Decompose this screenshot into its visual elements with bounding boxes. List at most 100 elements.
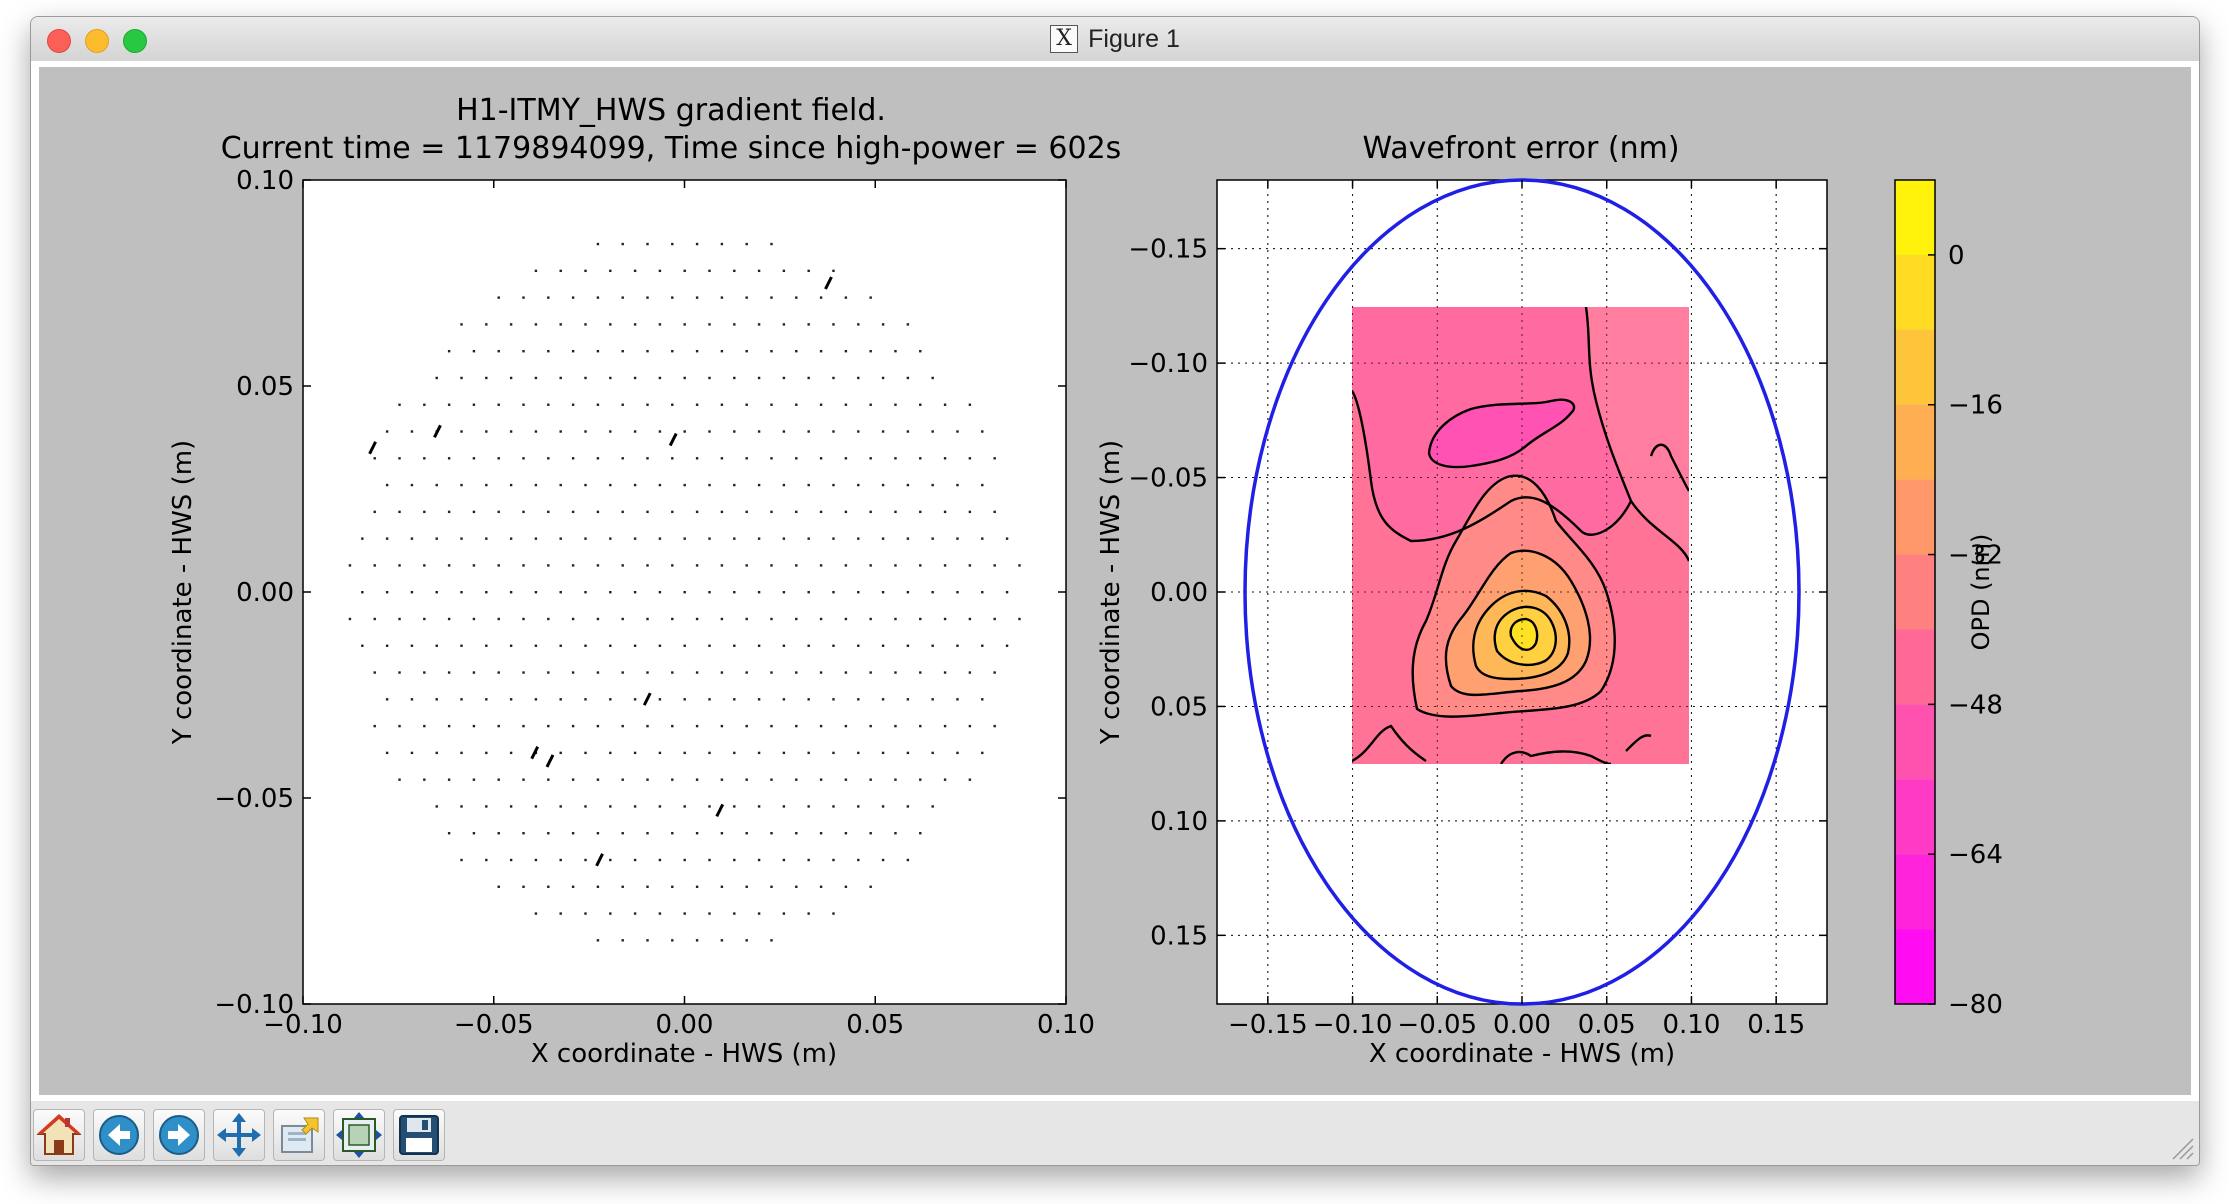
right-x-tick-label: −0.15 [1228,1010,1308,1040]
colorbar-band [1895,254,1935,330]
gradient-dot [633,269,637,273]
gradient-dot [745,724,748,728]
gradient-dot [720,349,724,353]
gradient-dot [906,376,910,380]
gradient-dot [906,591,910,594]
gradient-dot [832,323,835,326]
gradient-dot [795,832,798,835]
subplots-button[interactable] [333,1109,385,1161]
gradient-dot [720,778,724,781]
zoom-window-button[interactable] [123,29,147,53]
gradient-dot [410,698,414,701]
colorbar-tick-label: −80 [1948,990,2003,1020]
left-y-tick-label: 0.05 [236,372,294,402]
minimize-window-button[interactable] [85,29,109,53]
gradient-dot [485,805,488,808]
gradient-dot [906,805,910,808]
gradient-dot [919,510,922,514]
left-title-line2: Current time = 1179894099, Time since hi… [221,131,1122,166]
gradient-dot [733,430,736,433]
zoom-button[interactable] [273,1109,325,1161]
forward-button[interactable] [153,1109,205,1161]
gradient-dot [373,617,376,621]
gradient-dot [621,885,624,888]
gradient-dot [720,671,724,674]
resize-grip-icon[interactable] [2169,1135,2195,1161]
pan-move-icon [217,1113,261,1157]
gradient-dot [720,242,724,246]
gradient-arrow [530,746,540,760]
figure-canvas[interactable]: H1-ITMY_HWS gradient field. Current time… [31,61,2199,1101]
gradient-arrow [668,432,678,447]
gradient-dot [906,644,910,647]
gradient-dot [497,885,500,888]
gradient-dot [869,885,872,888]
gradient-dot [832,912,835,915]
gradient-arrow [642,692,652,706]
gradient-dot [646,457,649,460]
back-arrow-icon [99,1115,139,1155]
gradient-dot [968,778,972,781]
gradient-dot [807,698,810,701]
close-window-button[interactable] [47,29,71,53]
gradient-dot [435,376,438,380]
gradient-dot [658,323,662,326]
gradient-dot [534,269,538,273]
gradient-dot [832,376,835,380]
gradient-dot [534,537,538,540]
gradient-dot [757,644,761,647]
gradient-dot [695,457,699,460]
gradient-dot [447,564,451,567]
gradient-dot [596,885,600,888]
navigation-toolbar [31,1101,2199,1165]
gradient-dot [881,537,885,540]
gradient-dot [733,537,736,540]
gradient-dot [534,805,538,808]
gradient-dot [472,457,476,460]
save-button[interactable] [393,1109,445,1161]
gradient-dot [485,751,488,755]
right-y-tick-label: 0.10 [1150,807,1208,837]
gradient-dot [881,751,885,755]
gradient-dot [819,617,823,621]
gradient-dot [981,483,984,487]
back-button[interactable] [93,1109,145,1161]
gradient-dot [857,591,860,594]
right-axis-ticks: −0.15 0.15 −0.10 0.10 −0.05 0.05 0.00 0.00 0.05 −… [1128,180,1827,1040]
gradient-dot [373,457,376,460]
gradient-dot [733,591,736,594]
gradient-dot [460,483,463,487]
gradient-dot [584,751,587,755]
gradient-dot [571,671,575,674]
gradient-dot [571,510,575,514]
gradient-dot [373,724,376,728]
gradient-dot [844,724,848,728]
gradient-dot [547,778,550,781]
gradient-dot [497,617,500,621]
gradient-dot [881,644,885,647]
home-button[interactable] [33,1109,85,1161]
gradient-dot [522,724,525,728]
gradient-dot [745,564,748,567]
gradient-dot [522,296,525,299]
right-x-axis-label: X coordinate - HWS (m) [1369,1039,1675,1069]
colorbar-tick-label: −48 [1948,690,2003,720]
gradient-dot [571,296,575,299]
gradient-dot [373,671,376,674]
gradient-dot [956,483,959,487]
gradient-dot [720,296,724,299]
title-bar[interactable]: X Figure 1 [31,17,2199,62]
contour-fill-level-8 [1510,619,1538,650]
gradient-dot [869,296,872,299]
gradient-dot [658,483,662,487]
gradient-dot [509,537,513,540]
gradient-dot [633,323,637,326]
gradient-dot [671,403,674,406]
gradient-dot [881,376,885,380]
gradient-dot [993,724,996,728]
gradient-dot [646,832,649,835]
colorbar-tick-label: −32 [1948,541,2003,571]
gradient-dot [609,269,612,273]
gradient-dot [571,724,575,728]
pan-button[interactable] [213,1109,265,1161]
